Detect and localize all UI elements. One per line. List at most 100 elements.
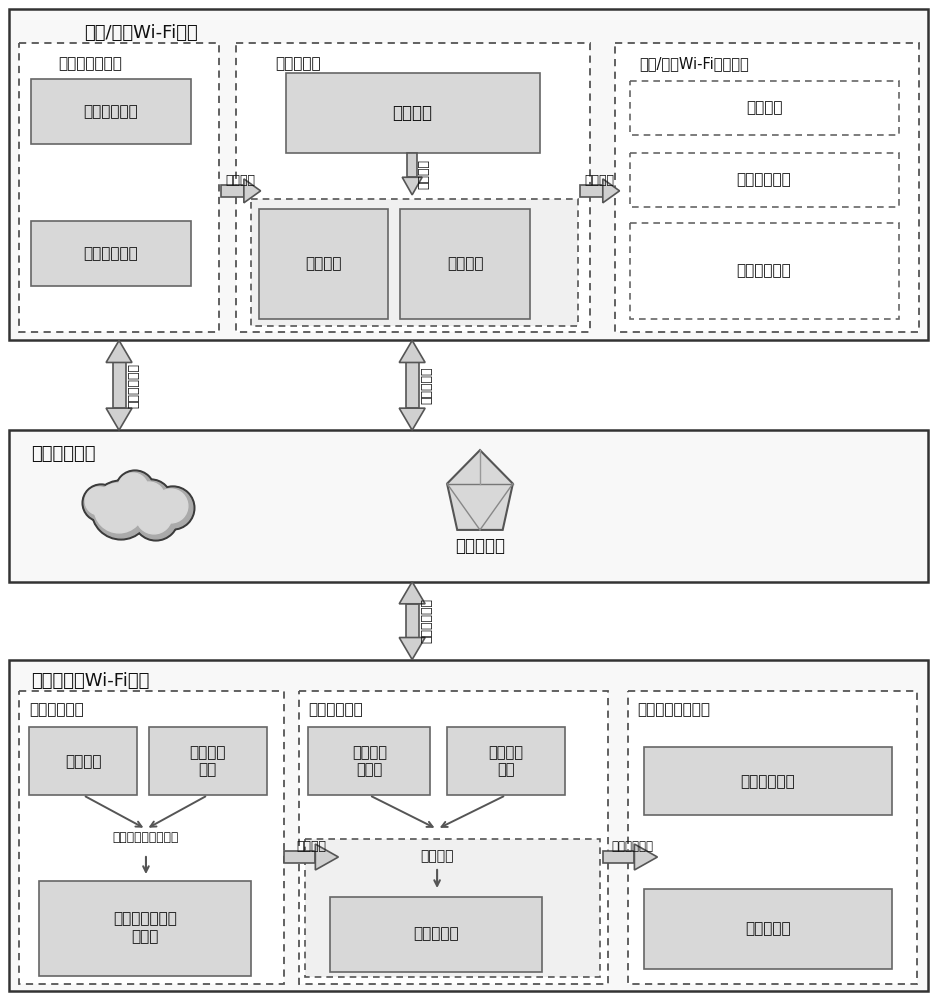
FancyBboxPatch shape <box>627 691 915 984</box>
Text: 文件投放表: 文件投放表 <box>413 926 459 941</box>
Polygon shape <box>399 408 425 430</box>
Polygon shape <box>106 408 132 430</box>
FancyBboxPatch shape <box>400 209 529 319</box>
Text: 绑定数据线片: 绑定数据线片 <box>127 363 140 408</box>
FancyBboxPatch shape <box>39 881 251 976</box>
FancyBboxPatch shape <box>614 43 917 332</box>
Polygon shape <box>399 340 425 362</box>
Circle shape <box>135 497 177 539</box>
Text: 传输任务队列: 传输任务队列 <box>740 774 795 789</box>
Circle shape <box>93 482 149 538</box>
FancyBboxPatch shape <box>405 604 418 638</box>
FancyBboxPatch shape <box>112 362 125 408</box>
Text: 文件缓存区: 文件缓存区 <box>275 56 321 71</box>
Text: 摆渡盒传输: 摆渡盒传输 <box>420 367 433 404</box>
FancyBboxPatch shape <box>644 747 891 815</box>
Polygon shape <box>243 179 260 203</box>
FancyBboxPatch shape <box>31 221 191 286</box>
Polygon shape <box>106 340 132 362</box>
FancyBboxPatch shape <box>305 839 599 977</box>
Circle shape <box>153 488 193 528</box>
Polygon shape <box>446 450 512 530</box>
Text: 车站/列车Wi-Fi服务应用: 车站/列车Wi-Fi服务应用 <box>638 56 749 71</box>
Circle shape <box>133 482 165 514</box>
Circle shape <box>154 489 187 523</box>
FancyBboxPatch shape <box>20 691 284 984</box>
Circle shape <box>115 470 154 510</box>
FancyBboxPatch shape <box>251 199 578 326</box>
FancyBboxPatch shape <box>29 727 137 795</box>
FancyBboxPatch shape <box>31 79 191 144</box>
FancyBboxPatch shape <box>149 727 267 795</box>
FancyBboxPatch shape <box>9 430 927 582</box>
Circle shape <box>91 480 151 540</box>
Text: 传输任务生成: 传输任务生成 <box>611 840 652 853</box>
Text: 文件分发: 文件分发 <box>420 849 453 863</box>
Text: 数据传输媒介: 数据传输媒介 <box>31 445 95 463</box>
FancyBboxPatch shape <box>9 660 927 991</box>
Text: 数据摆渡盒: 数据摆渡盒 <box>455 537 505 555</box>
Text: 铁路总公司Wi-Fi平台: 铁路总公司Wi-Fi平台 <box>31 672 150 690</box>
Circle shape <box>132 481 169 519</box>
Polygon shape <box>315 844 338 870</box>
Circle shape <box>118 473 148 503</box>
Polygon shape <box>399 638 425 660</box>
Polygon shape <box>399 582 425 604</box>
Text: 媒体文件部署: 媒体文件部署 <box>736 172 791 187</box>
FancyBboxPatch shape <box>446 727 564 795</box>
Text: 压缩文件: 压缩文件 <box>392 104 431 122</box>
Text: 投放范围
数据: 投放范围 数据 <box>189 745 226 777</box>
Text: 文件获取: 文件获取 <box>584 174 614 187</box>
Text: 待传输文件: 待传输文件 <box>744 921 790 936</box>
Text: 车站/列车Wi-Fi平台: 车站/列车Wi-Fi平台 <box>84 24 197 42</box>
Text: 传输任务查询: 传输任务查询 <box>83 105 139 120</box>
Text: 运营管理平台: 运营管理平台 <box>308 702 363 717</box>
Text: 文件获取: 文件获取 <box>226 174 256 187</box>
Text: 数据传输管理平台: 数据传输管理平台 <box>636 702 709 717</box>
Text: 应用内容更新: 应用内容更新 <box>736 263 791 278</box>
FancyBboxPatch shape <box>405 362 418 408</box>
Text: 数据与媒体文件
压缩包: 数据与媒体文件 压缩包 <box>113 912 177 944</box>
Circle shape <box>117 472 153 508</box>
Text: 文件解压: 文件解压 <box>417 159 431 189</box>
FancyBboxPatch shape <box>330 897 541 972</box>
FancyBboxPatch shape <box>629 223 898 319</box>
FancyBboxPatch shape <box>602 851 634 863</box>
Circle shape <box>85 487 113 515</box>
Text: 数据入库: 数据入库 <box>745 101 782 116</box>
Circle shape <box>133 495 179 541</box>
FancyBboxPatch shape <box>644 889 891 969</box>
Polygon shape <box>634 844 657 870</box>
Text: 投放范围
数据: 投放范围 数据 <box>488 745 523 777</box>
FancyBboxPatch shape <box>9 9 927 340</box>
Text: 媒体文件: 媒体文件 <box>446 256 483 271</box>
Text: 绑定传输数据: 绑定传输数据 <box>420 598 433 643</box>
Circle shape <box>94 483 144 533</box>
FancyBboxPatch shape <box>579 185 602 197</box>
Text: 内容发布: 内容发布 <box>296 840 326 853</box>
FancyBboxPatch shape <box>407 153 417 177</box>
Circle shape <box>82 484 120 522</box>
FancyBboxPatch shape <box>20 43 218 332</box>
FancyBboxPatch shape <box>299 691 607 984</box>
FancyBboxPatch shape <box>285 73 539 153</box>
Polygon shape <box>402 177 422 195</box>
Text: 数据文件: 数据文件 <box>305 256 342 271</box>
Text: 文件下载队列: 文件下载队列 <box>83 246 139 261</box>
Text: 服务内容: 服务内容 <box>65 754 101 769</box>
Polygon shape <box>602 179 619 203</box>
FancyBboxPatch shape <box>308 727 430 795</box>
FancyBboxPatch shape <box>221 185 243 197</box>
Text: 数据传输客户端: 数据传输客户端 <box>58 56 122 71</box>
Text: 内容管理平台: 内容管理平台 <box>29 702 84 717</box>
FancyBboxPatch shape <box>258 209 388 319</box>
Circle shape <box>84 486 118 520</box>
FancyBboxPatch shape <box>629 153 898 207</box>
FancyBboxPatch shape <box>284 851 315 863</box>
FancyBboxPatch shape <box>629 81 898 135</box>
Circle shape <box>136 498 171 534</box>
Text: 服务器资
产数据: 服务器资 产数据 <box>351 745 387 777</box>
Circle shape <box>151 486 195 530</box>
FancyBboxPatch shape <box>236 43 589 332</box>
Circle shape <box>130 479 171 521</box>
